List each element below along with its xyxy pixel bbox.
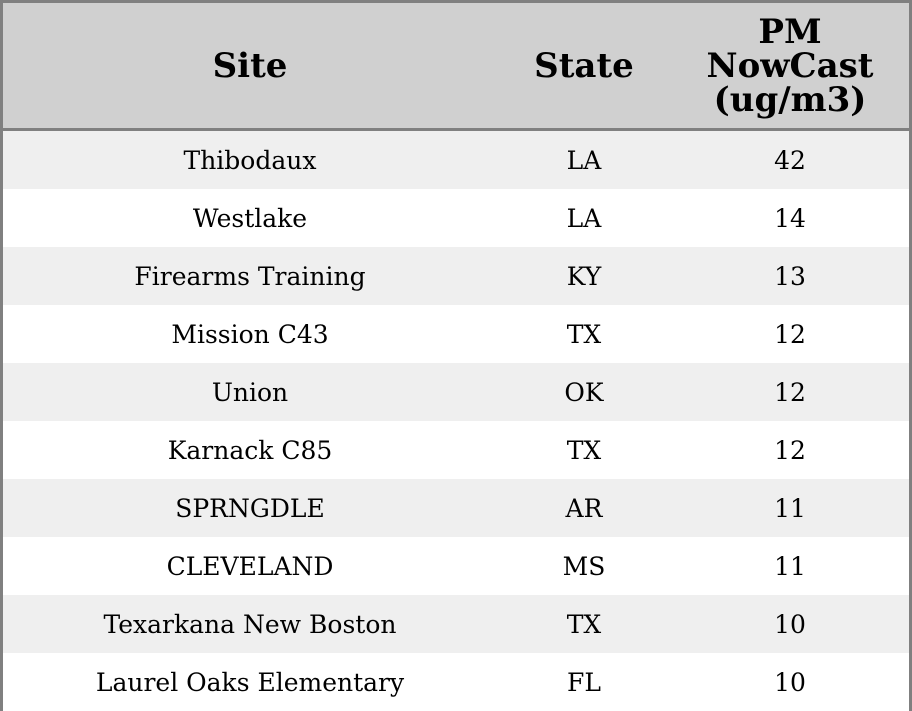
cell-site: SPRNGDLE (3, 479, 497, 537)
table-row: Thibodaux LA 42 (3, 129, 909, 189)
table-row: Texarkana New Boston TX 10 (3, 595, 909, 653)
cell-site: Texarkana New Boston (3, 595, 497, 653)
header-state-text: State (534, 45, 634, 86)
cell-state: OK (497, 363, 671, 421)
table-row: Mission C43 TX 12 (3, 305, 909, 363)
cell-state: MS (497, 537, 671, 595)
cell-site: Firearms Training (3, 247, 497, 305)
cell-site: Laurel Oaks Elementary (3, 653, 497, 711)
cell-pm: 12 (671, 363, 909, 421)
header-state: State (497, 3, 671, 131)
header-site: Site (3, 3, 497, 131)
header-pm-line-3: (ug/m3) (713, 79, 867, 120)
table-header: Site State PM NowCast (ug/m3) (3, 3, 909, 131)
cell-site: Thibodaux (3, 129, 497, 189)
cell-site: Mission C43 (3, 305, 497, 363)
cell-pm: 12 (671, 305, 909, 363)
table-row: SPRNGDLE AR 11 (3, 479, 909, 537)
cell-site: Karnack C85 (3, 421, 497, 479)
cell-state: TX (497, 595, 671, 653)
header-pm-line-1: PM (758, 11, 822, 52)
cell-state: KY (497, 247, 671, 305)
cell-state: LA (497, 129, 671, 189)
cell-pm: 10 (671, 653, 909, 711)
cell-state: FL (497, 653, 671, 711)
cell-site: Westlake (3, 189, 497, 247)
cell-site: CLEVELAND (3, 537, 497, 595)
table-row: Karnack C85 TX 12 (3, 421, 909, 479)
table-row: CLEVELAND MS 11 (3, 537, 909, 595)
cell-site: Union (3, 363, 497, 421)
table-row: Laurel Oaks Elementary FL 10 (3, 653, 909, 711)
cell-state: LA (497, 189, 671, 247)
cell-state: TX (497, 421, 671, 479)
table-body: Thibodaux LA 42 Westlake LA 14 Firearms … (3, 129, 909, 711)
cell-state: AR (497, 479, 671, 537)
cell-pm: 11 (671, 479, 909, 537)
table-row: Union OK 12 (3, 363, 909, 421)
cell-pm: 14 (671, 189, 909, 247)
cell-state: TX (497, 305, 671, 363)
table-row: Firearms Training KY 13 (3, 247, 909, 305)
cell-pm: 13 (671, 247, 909, 305)
table-row: Westlake LA 14 (3, 189, 909, 247)
header-site-text: Site (212, 45, 288, 86)
cell-pm: 12 (671, 421, 909, 479)
header-pm: PM NowCast (ug/m3) (671, 3, 909, 131)
cell-pm: 11 (671, 537, 909, 595)
header-pm-line-2: NowCast (706, 45, 874, 86)
cell-pm: 10 (671, 595, 909, 653)
data-table: Site State PM NowCast (ug/m3) Thibodaux … (3, 3, 909, 711)
cell-pm: 42 (671, 129, 909, 189)
header-row: Site State PM NowCast (ug/m3) (3, 3, 909, 131)
